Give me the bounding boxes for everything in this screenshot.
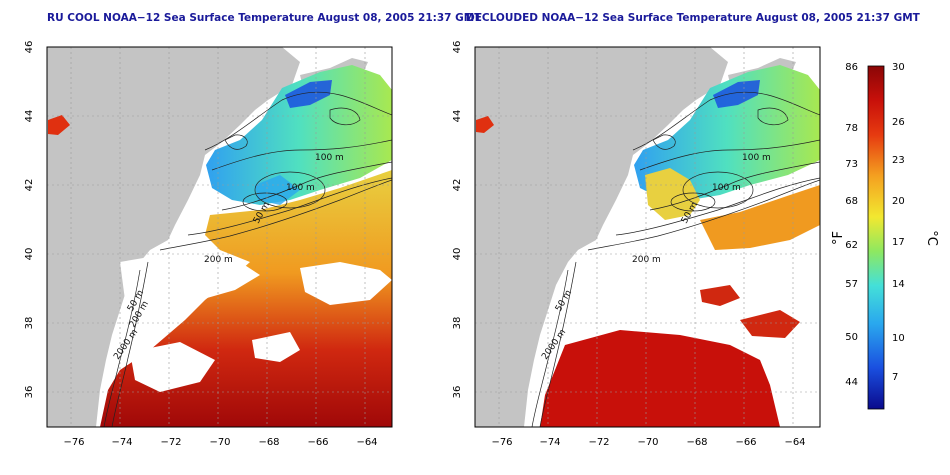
sst-yellow-region bbox=[645, 168, 700, 220]
sst-cold-core-2 bbox=[255, 175, 300, 205]
y-tick-label: 46 bbox=[452, 41, 463, 54]
colorbar-c-tick: 20 bbox=[892, 196, 905, 207]
colorbar-c-tick: 10 bbox=[892, 333, 905, 344]
right-panel-title: DECLOUDED NOAA−12 Sea Surface Temperatur… bbox=[466, 12, 920, 24]
gridlines bbox=[47, 47, 392, 427]
colorbar-celsius-label: °C bbox=[924, 230, 939, 246]
sst-warm-patch bbox=[476, 116, 494, 133]
colorbar: 86 78 73 68 62 57 50 44 30 26 23 20 17 1… bbox=[831, 62, 939, 410]
y-tick-label: 46 bbox=[24, 41, 35, 54]
sst-warm-patch bbox=[48, 115, 70, 135]
x-axis-ticks: −76 −74 −72 −70 −68 −66 −64 bbox=[63, 437, 377, 448]
x-tick-label: −70 bbox=[637, 437, 658, 448]
land-mass bbox=[47, 47, 300, 427]
colorbar-f-tick: 62 bbox=[845, 240, 858, 251]
y-tick-label: 44 bbox=[452, 110, 463, 123]
land-mass bbox=[475, 47, 728, 427]
y-tick-label: 36 bbox=[24, 386, 35, 399]
x-tick-label: −68 bbox=[686, 437, 707, 448]
colorbar-c-tick: 23 bbox=[892, 155, 905, 166]
cloud-gap bbox=[252, 332, 300, 362]
colorbar-c-tick: 7 bbox=[892, 372, 898, 383]
colorbar-f-ticks: 86 78 73 68 62 57 50 44 bbox=[845, 62, 858, 388]
right-map: 100 m 100 m 200 m 50 m 2000 m 50 m −76 −… bbox=[452, 41, 821, 448]
colorbar-f-tick: 57 bbox=[845, 279, 858, 290]
x-tick-label: −76 bbox=[63, 437, 84, 448]
colorbar-f-tick: 50 bbox=[845, 332, 858, 343]
y-tick-label: 44 bbox=[24, 110, 35, 123]
sst-cool-region bbox=[634, 65, 820, 200]
sst-hot-patch bbox=[700, 285, 740, 306]
colorbar-f-tick: 78 bbox=[845, 123, 858, 134]
y-axis-ticks: 46 44 42 40 38 36 bbox=[24, 41, 35, 399]
cloud-gap bbox=[130, 342, 215, 392]
contour-label: 100 m bbox=[712, 183, 741, 193]
cloud-gap bbox=[120, 250, 260, 315]
x-axis-ticks: −76 −74 −72 −70 −68 −66 −64 bbox=[491, 437, 805, 448]
x-tick-label: −64 bbox=[784, 437, 805, 448]
colorbar-c-ticks: 30 26 23 20 17 14 10 7 bbox=[892, 62, 905, 383]
y-tick-label: 40 bbox=[452, 248, 463, 261]
colorbar-f-tick: 44 bbox=[845, 377, 858, 388]
x-tick-label: −76 bbox=[491, 437, 512, 448]
colorbar-c-tick: 30 bbox=[892, 62, 905, 73]
left-map: 100 m 100 m 200 m 50 m 2000 m 50 m 200 m bbox=[24, 41, 393, 448]
bathymetry-contours bbox=[103, 91, 392, 427]
colorbar-f-tick: 86 bbox=[845, 62, 858, 73]
gridlines bbox=[475, 47, 820, 427]
sst-cool-region bbox=[206, 65, 392, 205]
y-tick-label: 38 bbox=[24, 317, 35, 330]
sst-cold-core bbox=[713, 80, 760, 108]
colorbar-c-tick: 14 bbox=[892, 279, 905, 290]
y-tick-label: 36 bbox=[452, 386, 463, 399]
colorbar-gradient bbox=[867, 65, 885, 410]
x-tick-label: −64 bbox=[356, 437, 377, 448]
contour-label: 100 m bbox=[286, 183, 315, 193]
contour-label: 200 m bbox=[204, 255, 233, 265]
y-axis-ticks: 46 44 42 40 38 36 bbox=[452, 41, 463, 399]
x-tick-label: −66 bbox=[735, 437, 756, 448]
y-tick-label: 42 bbox=[452, 179, 463, 192]
contour-label: 100 m bbox=[315, 153, 344, 163]
contour-label: 100 m bbox=[742, 153, 771, 163]
sst-hot-patch bbox=[740, 310, 800, 338]
left-panel-title: RU COOL NOAA−12 Sea Surface Temperature … bbox=[47, 12, 482, 24]
colorbar-f-tick: 73 bbox=[845, 159, 858, 170]
colorbar-c-tick: 26 bbox=[892, 117, 905, 128]
y-tick-label: 40 bbox=[24, 248, 35, 261]
x-tick-label: −72 bbox=[588, 437, 609, 448]
colorbar-c-tick: 17 bbox=[892, 237, 905, 248]
x-tick-label: −74 bbox=[111, 437, 132, 448]
contour-label: 200 m bbox=[632, 255, 661, 265]
colorbar-f-tick: 68 bbox=[845, 196, 858, 207]
x-tick-label: −68 bbox=[258, 437, 279, 448]
y-tick-label: 38 bbox=[452, 317, 463, 330]
cloud-gap bbox=[300, 262, 392, 305]
map-frame bbox=[474, 46, 821, 428]
x-tick-label: −66 bbox=[307, 437, 328, 448]
bathymetry-contours bbox=[531, 91, 820, 427]
sst-hot-region bbox=[540, 330, 780, 427]
x-tick-label: −72 bbox=[160, 437, 181, 448]
y-tick-label: 42 bbox=[24, 179, 35, 192]
sst-warm-region bbox=[700, 185, 820, 250]
map-frame bbox=[46, 46, 393, 428]
colorbar-fahrenheit-label: °F bbox=[831, 231, 846, 245]
x-tick-label: −70 bbox=[209, 437, 230, 448]
sst-cold-core bbox=[285, 80, 332, 108]
x-tick-label: −74 bbox=[539, 437, 560, 448]
